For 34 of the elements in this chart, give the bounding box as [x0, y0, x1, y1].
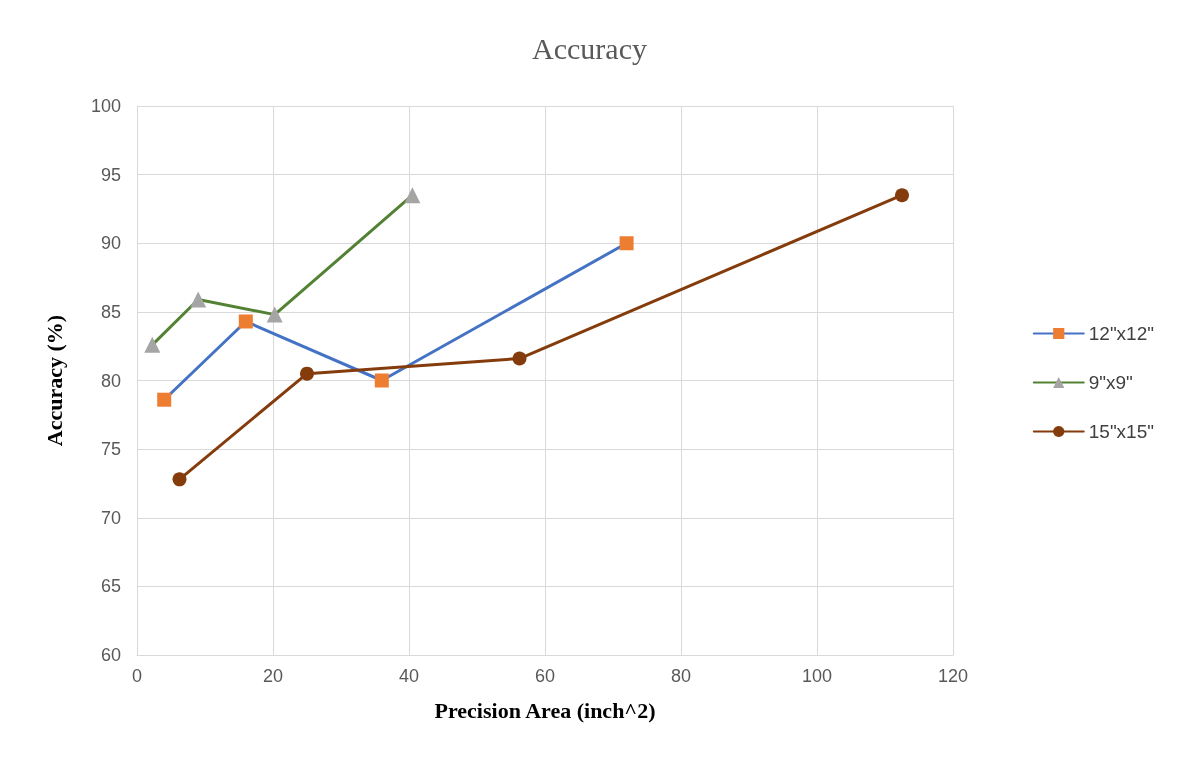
point — [512, 351, 527, 366]
x-tick-label: 20 — [262, 666, 284, 686]
x-tick-label: 120 — [937, 666, 969, 686]
point — [157, 392, 172, 407]
x-tick-label: 0 — [131, 666, 143, 686]
y-tick-label: 95 — [100, 164, 121, 185]
x-tick-label: 60 — [534, 666, 556, 686]
chart-title: Accuracy — [532, 31, 647, 65]
x-tick-label: 100 — [801, 666, 833, 686]
legend-label: 15"x15" — [1088, 421, 1155, 442]
legend-label: 9"x9" — [1088, 372, 1133, 393]
point — [172, 472, 187, 487]
x-tick-label: 80 — [670, 666, 692, 686]
y-tick-label: 90 — [100, 233, 121, 254]
point — [238, 314, 253, 329]
x-axis-title: Precision Area (inch^2) — [434, 697, 656, 723]
point — [895, 188, 909, 203]
x-tick-label: 40 — [398, 666, 420, 686]
y-tick-label: 100 — [90, 96, 121, 116]
y-tick-label: 60 — [100, 645, 121, 665]
y-axis-title: Accuracy (%) — [41, 314, 67, 447]
y-tick-label: 70 — [100, 507, 121, 528]
y-tick-label: 75 — [100, 439, 121, 460]
point — [190, 291, 207, 308]
y-tick-label: 65 — [100, 576, 121, 597]
point — [374, 373, 389, 388]
point — [619, 236, 634, 251]
y-tick-label: 80 — [100, 370, 121, 391]
y-tick-label: 85 — [100, 301, 121, 322]
legend-label: 12"x12" — [1088, 323, 1155, 344]
point — [404, 187, 421, 204]
point — [300, 366, 314, 381]
point — [266, 306, 283, 323]
point — [144, 336, 161, 353]
